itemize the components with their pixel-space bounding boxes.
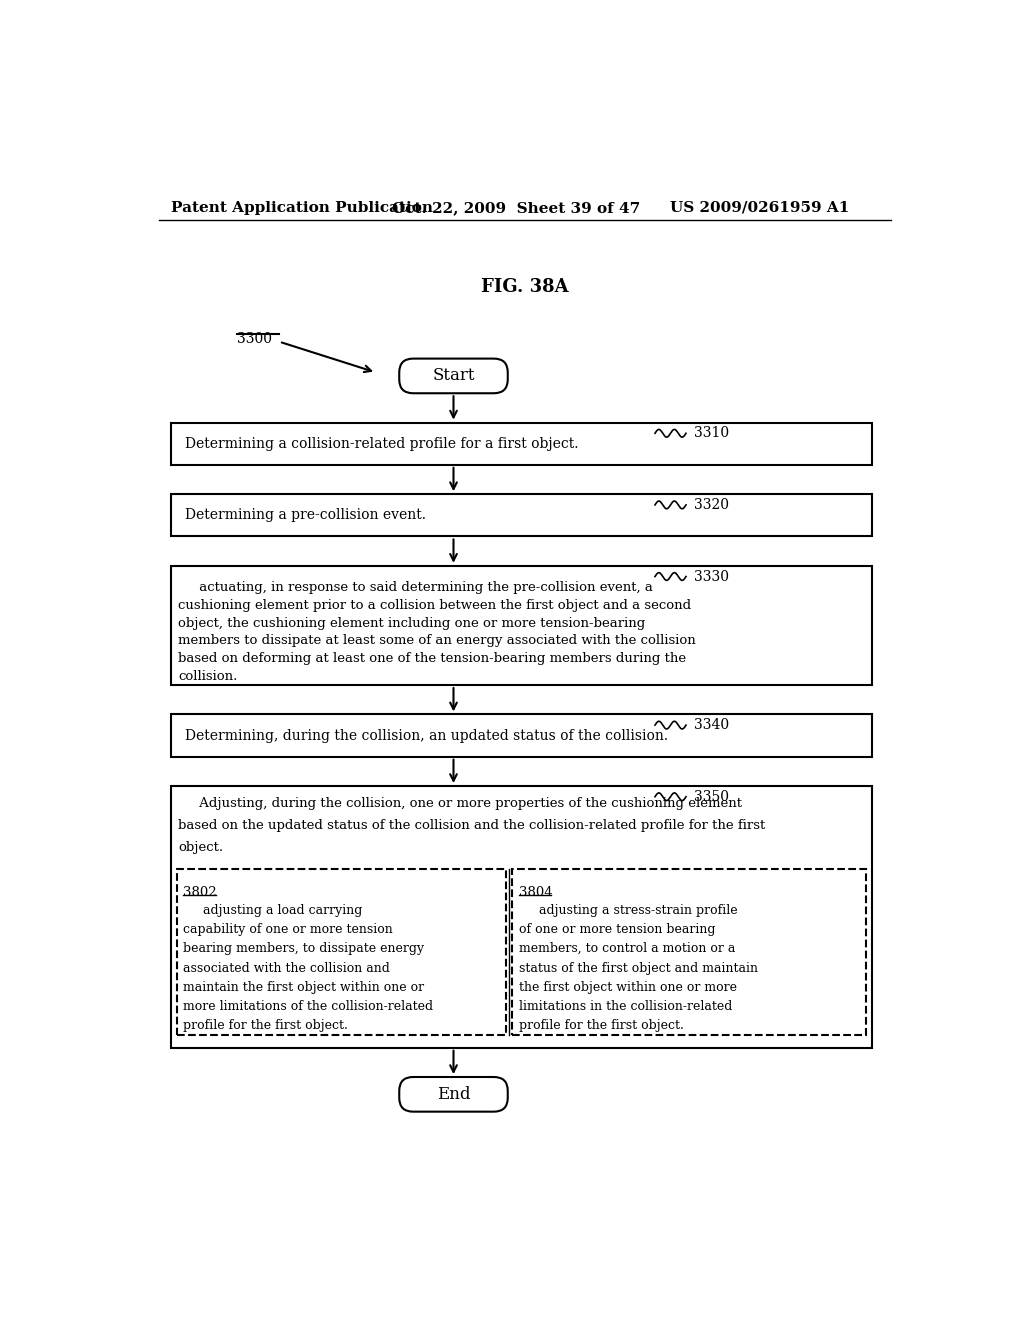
Text: Determining a collision-related profile for a first object.: Determining a collision-related profile …	[184, 437, 579, 450]
Text: Determining a pre-collision event.: Determining a pre-collision event.	[184, 508, 426, 523]
Bar	[512, 869, 866, 1035]
Text: the first object within one or more: the first object within one or more	[518, 981, 736, 994]
FancyBboxPatch shape	[399, 359, 508, 393]
Text: adjusting a stress-strain profile: adjusting a stress-strain profile	[518, 904, 737, 917]
Bar	[171, 714, 872, 756]
Text: bearing members, to dissipate energy: bearing members, to dissipate energy	[183, 942, 424, 956]
Bar	[171, 422, 872, 465]
Text: profile for the first object.: profile for the first object.	[183, 1019, 348, 1032]
Text: 3330: 3330	[693, 569, 729, 583]
Text: maintain the first object within one or: maintain the first object within one or	[183, 981, 424, 994]
Text: associated with the collision and: associated with the collision and	[183, 961, 390, 974]
Text: profile for the first object.: profile for the first object.	[518, 1019, 683, 1032]
Text: Start: Start	[432, 367, 475, 384]
FancyBboxPatch shape	[399, 1077, 508, 1111]
Text: 3340: 3340	[693, 718, 729, 733]
Text: object.: object.	[178, 841, 223, 854]
Text: of one or more tension bearing: of one or more tension bearing	[518, 923, 715, 936]
Text: more limitations of the collision-related: more limitations of the collision-relate…	[183, 1001, 433, 1012]
Bar	[171, 494, 872, 536]
Text: actuating, in response to said determining the pre-collision event, a: actuating, in response to said determini…	[178, 581, 653, 594]
Text: 3310: 3310	[693, 426, 729, 441]
Text: Oct. 22, 2009  Sheet 39 of 47: Oct. 22, 2009 Sheet 39 of 47	[391, 201, 640, 215]
Text: limitations in the collision-related: limitations in the collision-related	[518, 1001, 732, 1012]
Text: capability of one or more tension: capability of one or more tension	[183, 923, 393, 936]
Bar	[171, 566, 872, 685]
Bar	[177, 869, 506, 1035]
Text: 3802: 3802	[183, 886, 217, 899]
Text: Determining, during the collision, an updated status of the collision.: Determining, during the collision, an up…	[184, 729, 668, 743]
Text: Adjusting, during the collision, one or more properties of the cushioning elemen: Adjusting, during the collision, one or …	[178, 797, 742, 810]
Text: collision.: collision.	[178, 669, 238, 682]
Bar	[171, 785, 872, 1048]
Text: Patent Application Publication: Patent Application Publication	[171, 201, 432, 215]
Text: 3350: 3350	[693, 789, 729, 804]
Text: 3300: 3300	[237, 333, 271, 346]
Text: members, to control a motion or a: members, to control a motion or a	[518, 942, 735, 956]
Text: members to dissipate at least some of an energy associated with the collision: members to dissipate at least some of an…	[178, 635, 696, 647]
Text: cushioning element prior to a collision between the first object and a second: cushioning element prior to a collision …	[178, 599, 691, 612]
Text: based on the updated status of the collision and the collision-related profile f: based on the updated status of the colli…	[178, 818, 766, 832]
Text: object, the cushioning element including one or more tension-bearing: object, the cushioning element including…	[178, 616, 645, 630]
Text: based on deforming at least one of the tension-bearing members during the: based on deforming at least one of the t…	[178, 652, 686, 665]
Text: 3804: 3804	[518, 886, 552, 899]
Text: End: End	[437, 1086, 470, 1102]
Text: FIG. 38A: FIG. 38A	[481, 277, 568, 296]
Text: US 2009/0261959 A1: US 2009/0261959 A1	[671, 201, 850, 215]
Text: status of the first object and maintain: status of the first object and maintain	[518, 961, 758, 974]
Text: adjusting a load carrying: adjusting a load carrying	[183, 904, 362, 917]
Text: 3320: 3320	[693, 498, 729, 512]
